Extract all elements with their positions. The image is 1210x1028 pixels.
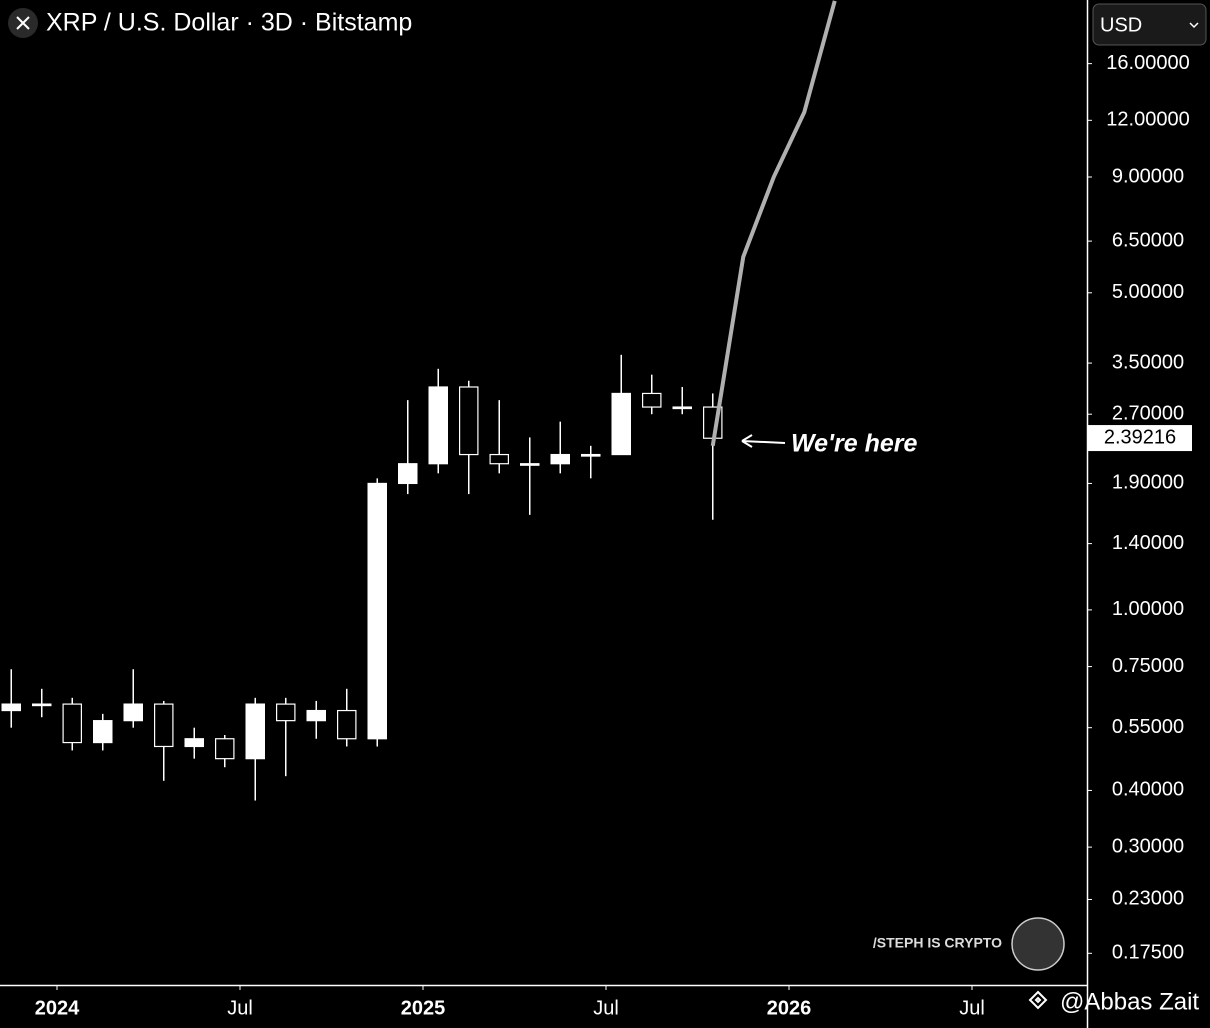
credit-logo <box>1028 990 1048 1010</box>
y-tick-label: 1.90000 <box>1112 472 1184 494</box>
candle-body <box>31 703 52 707</box>
x-tick-label: 2024 <box>35 997 80 1019</box>
projection-line <box>710 0 837 447</box>
symbol-header: XRP / U.S. Dollar · 3D · Bitstamp <box>8 8 412 38</box>
candle-body <box>580 453 601 457</box>
y-tick-label: 16.00000 <box>1106 52 1189 74</box>
x-tick-label: Jul <box>593 997 619 1019</box>
y-tick-label: 3.50000 <box>1112 351 1184 373</box>
y-tick-label: 0.30000 <box>1112 835 1184 857</box>
last-price-box <box>1088 425 1192 452</box>
last-price-label: 2.39216 <box>1104 426 1176 448</box>
currency-label[interactable]: USD <box>1100 14 1142 36</box>
candle-body <box>306 709 327 722</box>
candle-body <box>459 386 479 456</box>
annotation-text: We're here <box>791 430 917 458</box>
candle-body <box>245 703 266 760</box>
x-tick-label: 2026 <box>767 997 812 1019</box>
y-tick-label: 0.23000 <box>1112 888 1184 910</box>
close-icon[interactable] <box>16 16 30 30</box>
candle-body <box>184 738 205 748</box>
y-tick-label: 0.17500 <box>1112 942 1184 964</box>
candle-body <box>123 703 143 722</box>
y-tick-label: 1.00000 <box>1112 598 1184 620</box>
candle-body <box>398 463 418 485</box>
x-tick-label: Jul <box>227 997 253 1019</box>
credit: @Abbas Zait <box>1060 988 1199 1015</box>
y-tick-label: 6.50000 <box>1112 229 1184 251</box>
candle-body <box>672 406 692 410</box>
candle-body <box>428 386 449 465</box>
y-tick-label: 1.40000 <box>1112 532 1184 554</box>
dropdown-caret[interactable] <box>1189 22 1199 29</box>
y-tick-label: 12.00000 <box>1106 109 1189 131</box>
candle-body <box>92 720 113 744</box>
watermark-avatar <box>1011 917 1065 971</box>
candle-body <box>489 453 510 465</box>
y-tick-label: 2.70000 <box>1112 402 1184 424</box>
y-tick-label: 0.40000 <box>1112 779 1184 801</box>
currency-box[interactable] <box>1092 3 1207 46</box>
watermark: /STEPH IS CRYPTO <box>873 935 1002 951</box>
candle-body <box>519 463 540 466</box>
y-tick-label: 5.00000 <box>1112 281 1184 303</box>
candle-body <box>367 482 388 740</box>
candle-body <box>611 392 631 456</box>
annotation-arrow <box>741 434 786 448</box>
plot-area <box>1 0 837 801</box>
candle-body <box>154 703 174 748</box>
y-tick-label: 0.75000 <box>1112 655 1184 677</box>
chart-title: XRP / U.S. Dollar · 3D · Bitstamp <box>46 9 412 37</box>
x-tick-label: 2025 <box>401 997 446 1019</box>
candle-body <box>337 709 357 740</box>
x-tick-label: Jul <box>959 997 985 1019</box>
currency-select[interactable]: USD <box>1092 3 1207 46</box>
y-tick-label: 0.55000 <box>1112 716 1184 738</box>
candle-body <box>550 453 570 465</box>
candle-body <box>276 703 296 722</box>
candle-body <box>641 392 662 408</box>
annotation: We're here <box>741 430 917 458</box>
y-tick-label: 9.00000 <box>1112 165 1184 187</box>
candle-body <box>62 703 82 744</box>
candle-body <box>215 738 235 760</box>
candle-body <box>1 703 21 712</box>
